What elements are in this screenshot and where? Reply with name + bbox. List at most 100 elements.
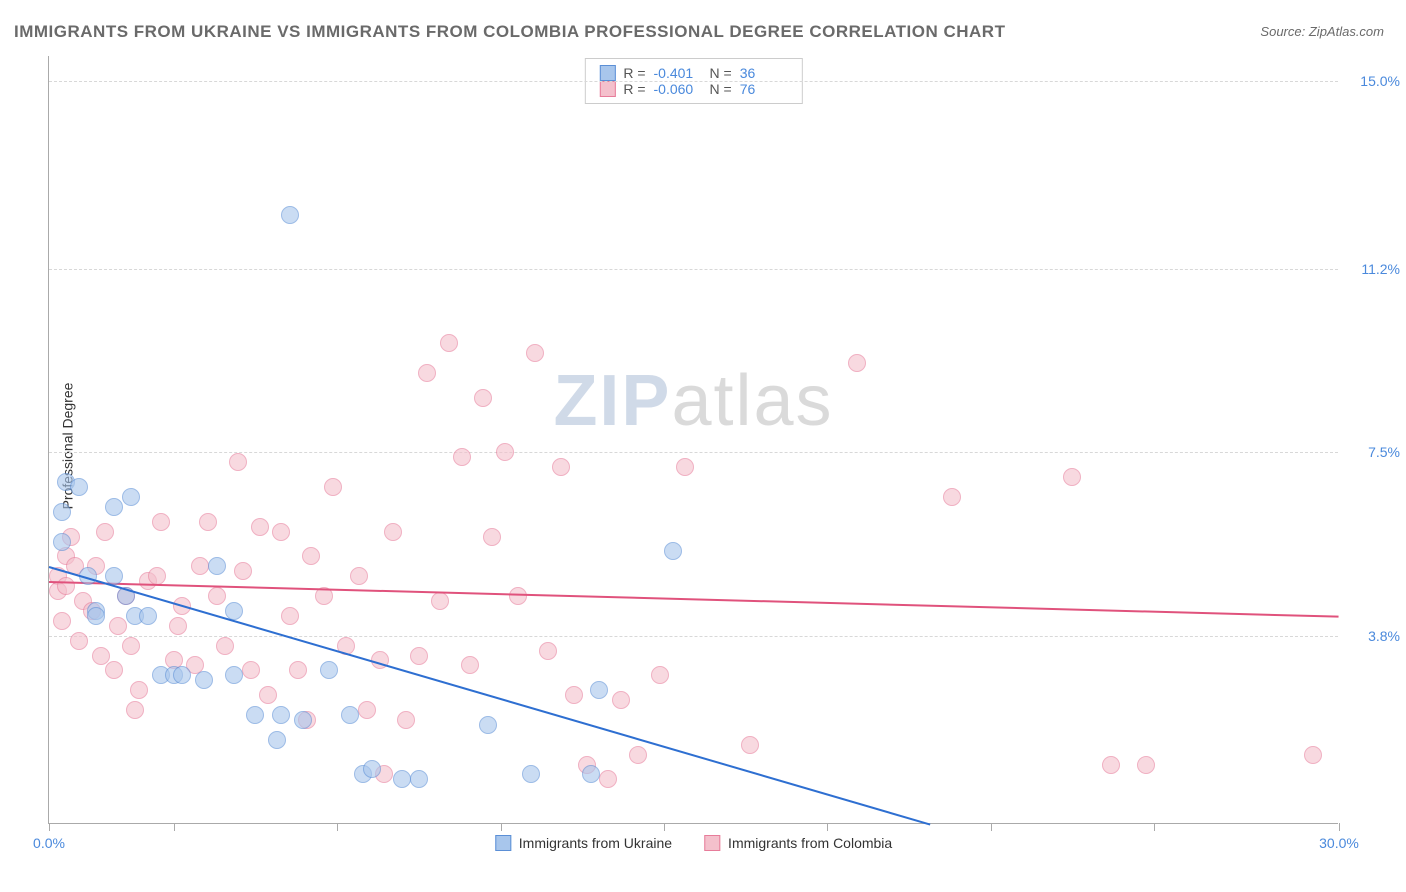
scatter-point	[130, 681, 148, 699]
legend-swatch-ukraine	[495, 835, 511, 851]
stats-row-colombia: R = -0.060 N = 76	[599, 81, 787, 97]
x-tick	[827, 823, 828, 831]
gridline	[49, 81, 1338, 82]
scatter-point	[664, 542, 682, 560]
trend-line	[49, 566, 931, 826]
scatter-point	[479, 716, 497, 734]
x-tick	[1339, 823, 1340, 831]
chart-title: IMMIGRANTS FROM UKRAINE VS IMMIGRANTS FR…	[14, 22, 1005, 42]
scatter-point	[410, 647, 428, 665]
scatter-point	[599, 770, 617, 788]
scatter-point	[943, 488, 961, 506]
scatter-point	[216, 637, 234, 655]
scatter-point	[199, 513, 217, 531]
scatter-point	[1137, 756, 1155, 774]
n-value-colombia: 76	[740, 81, 788, 97]
x-tick	[49, 823, 50, 831]
scatter-point	[397, 711, 415, 729]
scatter-point	[87, 607, 105, 625]
scatter-point	[173, 666, 191, 684]
scatter-point	[281, 607, 299, 625]
scatter-point	[461, 656, 479, 674]
scatter-point	[324, 478, 342, 496]
scatter-point	[70, 478, 88, 496]
gridline	[49, 269, 1338, 270]
y-tick-label: 3.8%	[1368, 628, 1400, 644]
scatter-point	[109, 617, 127, 635]
scatter-point	[53, 503, 71, 521]
scatter-point	[1102, 756, 1120, 774]
scatter-point	[539, 642, 557, 660]
n-label: N =	[710, 81, 732, 97]
scatter-point	[272, 523, 290, 541]
scatter-point	[57, 577, 75, 595]
scatter-point	[259, 686, 277, 704]
x-tick	[664, 823, 665, 831]
scatter-point	[195, 671, 213, 689]
scatter-point	[410, 770, 428, 788]
scatter-point	[848, 354, 866, 372]
scatter-point	[741, 736, 759, 754]
scatter-point	[122, 637, 140, 655]
watermark-zip: ZIP	[553, 361, 671, 441]
scatter-point	[526, 344, 544, 362]
x-tick-label: 30.0%	[1319, 835, 1359, 851]
scatter-point	[272, 706, 290, 724]
scatter-point	[363, 760, 381, 778]
n-value-ukraine: 36	[740, 65, 788, 81]
swatch-ukraine	[599, 65, 615, 81]
scatter-point	[225, 666, 243, 684]
scatter-point	[496, 443, 514, 461]
scatter-point	[281, 206, 299, 224]
r-label: R =	[623, 81, 645, 97]
scatter-point	[393, 770, 411, 788]
scatter-point	[152, 513, 170, 531]
source-name: ZipAtlas.com	[1309, 24, 1384, 39]
scatter-point	[509, 587, 527, 605]
scatter-point	[320, 661, 338, 679]
legend-label-ukraine: Immigrants from Ukraine	[519, 835, 672, 851]
scatter-point	[122, 488, 140, 506]
legend-label-colombia: Immigrants from Colombia	[728, 835, 892, 851]
scatter-point	[105, 498, 123, 516]
scatter-point	[148, 567, 166, 585]
scatter-point	[208, 587, 226, 605]
y-tick-label: 15.0%	[1360, 73, 1400, 89]
x-tick	[174, 823, 175, 831]
scatter-point	[1304, 746, 1322, 764]
scatter-point	[565, 686, 583, 704]
gridline	[49, 636, 1338, 637]
scatter-point	[483, 528, 501, 546]
scatter-point	[289, 661, 307, 679]
legend-item-ukraine: Immigrants from Ukraine	[495, 835, 672, 851]
scatter-point	[268, 731, 286, 749]
scatter-point	[358, 701, 376, 719]
scatter-point	[229, 453, 247, 471]
scatter-point	[676, 458, 694, 476]
scatter-point	[169, 617, 187, 635]
scatter-point	[350, 567, 368, 585]
watermark: ZIPatlas	[553, 360, 833, 442]
scatter-point	[246, 706, 264, 724]
legend-swatch-colombia	[704, 835, 720, 851]
plot-area: ZIPatlas R = -0.401 N = 36 R = -0.060 N …	[48, 56, 1338, 824]
scatter-point	[53, 533, 71, 551]
scatter-point	[418, 364, 436, 382]
scatter-point	[474, 389, 492, 407]
scatter-point	[453, 448, 471, 466]
stats-row-ukraine: R = -0.401 N = 36	[599, 65, 787, 81]
scatter-point	[92, 647, 110, 665]
scatter-point	[70, 632, 88, 650]
scatter-point	[431, 592, 449, 610]
source-label: Source:	[1260, 24, 1305, 39]
scatter-point	[294, 711, 312, 729]
scatter-point	[105, 661, 123, 679]
x-tick	[501, 823, 502, 831]
gridline	[49, 452, 1338, 453]
scatter-point	[302, 547, 320, 565]
scatter-point	[242, 661, 260, 679]
n-label: N =	[710, 65, 732, 81]
scatter-point	[191, 557, 209, 575]
scatter-point	[208, 557, 226, 575]
scatter-point	[440, 334, 458, 352]
